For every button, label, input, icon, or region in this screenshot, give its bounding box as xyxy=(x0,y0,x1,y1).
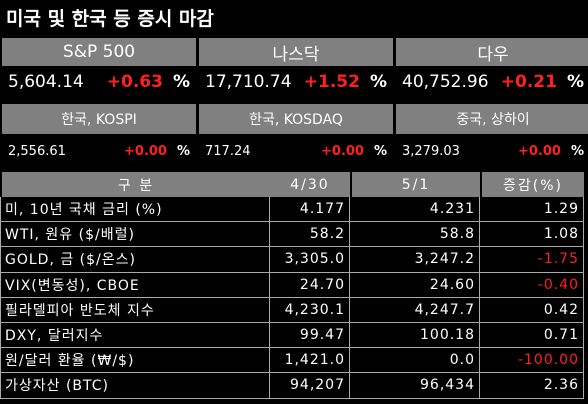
table-value: 4.231 xyxy=(350,197,480,223)
index-unit: % xyxy=(373,143,387,159)
table-value: -100.00 xyxy=(480,348,584,374)
table-label: 가상자산 (BTC) xyxy=(0,373,270,399)
index-values: 2,556.61 +0.00% xyxy=(2,134,196,168)
index-unit: % xyxy=(566,72,584,92)
index-value: 40,752.96 xyxy=(402,72,489,92)
index-unit: % xyxy=(570,143,584,159)
index-value: 2,556.61 xyxy=(8,143,66,159)
table-value: 4.177 xyxy=(268,197,350,223)
table-label: 필라델피아 반도체 지수 xyxy=(0,297,270,323)
index-change-wrap: +0.00% xyxy=(124,144,190,159)
table-value: 100.18 xyxy=(350,323,480,349)
index-change: +0.00 xyxy=(518,143,561,159)
table-value: 4,247.7 xyxy=(350,297,480,323)
table-value: 24.60 xyxy=(350,272,480,298)
table-value: 24.70 xyxy=(268,272,350,298)
table-label: WTI, 원유 ($/배럴) xyxy=(0,222,270,248)
table-header: 4/30 xyxy=(270,172,350,197)
index-name: 중국, 상하이 xyxy=(396,104,588,134)
index-unit: % xyxy=(172,72,190,92)
index-name: 한국, KOSDAQ xyxy=(199,104,393,134)
index-change: +0.00 xyxy=(124,143,167,159)
index-change-wrap: +0.21% xyxy=(501,72,584,92)
index-name: 다우 xyxy=(396,38,588,66)
table-value: 4,230.1 xyxy=(268,297,350,323)
table-value: 2.36 xyxy=(480,373,584,399)
table-label: VIX(변동성), CBOE xyxy=(0,272,270,298)
table-header: 5/1 xyxy=(352,172,480,197)
index-change-wrap: +0.00% xyxy=(518,144,584,159)
index-name: S&P 500 xyxy=(2,38,196,66)
index-name: 한국, KOSPI xyxy=(2,104,196,134)
table-value: 99.47 xyxy=(268,323,350,349)
index-change: +0.63 xyxy=(106,72,163,92)
table-label: 미, 10년 국채 금리 (%) xyxy=(0,197,270,223)
index-values: 3,279.03 +0.00% xyxy=(396,134,588,168)
table-label: 원/달러 환율 (₩/$) xyxy=(0,348,270,374)
table-value: 1,421.0 xyxy=(268,348,350,374)
table-label: DXY, 달러지수 xyxy=(0,323,270,349)
index-change: +0.21 xyxy=(500,72,557,92)
table-value: 0.0 xyxy=(350,348,480,374)
index-change: +0.00 xyxy=(321,143,364,159)
page-title: 미국 및 한국 등 증시 마감 xyxy=(6,8,214,30)
index-value: 5,604.14 xyxy=(8,72,84,92)
table-value: 0.42 xyxy=(480,297,584,323)
index-values: 717.24 +0.00% xyxy=(199,134,393,168)
index-change-wrap: +0.63% xyxy=(107,72,190,92)
table-value: 58.2 xyxy=(268,222,350,248)
table-value: 96,434 xyxy=(350,373,480,399)
index-values: 40,752.96 +0.21% xyxy=(396,66,588,98)
index-value: 17,710.74 xyxy=(205,72,292,92)
index-change-wrap: +0.00% xyxy=(321,144,387,159)
table-value: 3,305.0 xyxy=(268,247,350,273)
table-label: GOLD, 금 ($/온스) xyxy=(0,247,270,273)
table-header: 구 분 xyxy=(2,172,270,197)
table-value: -0.40 xyxy=(480,272,584,298)
table-header: 증감(%) xyxy=(482,172,584,197)
table-value: 0.71 xyxy=(480,323,584,349)
index-value: 3,279.03 xyxy=(402,143,460,159)
table-value: 94,207 xyxy=(268,373,350,399)
table-value: 1.29 xyxy=(480,197,584,223)
index-name: 나스닥 xyxy=(199,38,393,66)
index-unit: % xyxy=(176,143,190,159)
table-value: 3,247.2 xyxy=(350,247,480,273)
index-values: 5,604.14 +0.63% xyxy=(2,66,196,98)
index-value: 717.24 xyxy=(205,143,251,159)
index-unit: % xyxy=(369,72,387,92)
table-value: 1.08 xyxy=(480,222,584,248)
table-value: 58.8 xyxy=(350,222,480,248)
index-values: 17,710.74 +1.52% xyxy=(199,66,393,98)
table-value: -1.75 xyxy=(480,247,584,273)
index-change: +1.52 xyxy=(303,72,360,92)
index-change-wrap: +1.52% xyxy=(304,72,387,92)
